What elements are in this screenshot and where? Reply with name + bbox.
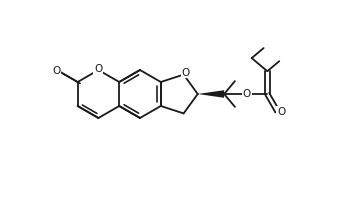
Polygon shape xyxy=(198,90,224,98)
Text: O: O xyxy=(277,107,285,117)
Text: O: O xyxy=(52,66,60,76)
Text: O: O xyxy=(243,89,251,99)
Text: O: O xyxy=(94,64,103,74)
Text: O: O xyxy=(181,68,190,78)
